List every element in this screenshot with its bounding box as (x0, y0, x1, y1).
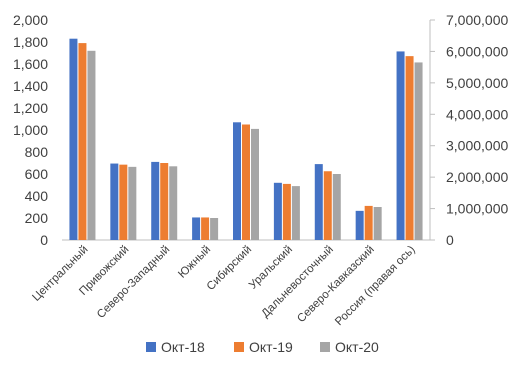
left-axis-tick-label: 1,000 (13, 122, 48, 138)
bar (78, 43, 87, 240)
bar (69, 38, 78, 241)
category-label: Дальневосточный (259, 244, 335, 320)
right-axis-tick-label: 3,000,000 (446, 138, 508, 154)
bar (405, 56, 414, 241)
bars (69, 38, 423, 241)
category-label: Сибирский (205, 244, 254, 293)
bar (169, 166, 178, 240)
right-axis-tick-label: 7,000,000 (446, 12, 508, 28)
left-axis-tick-label: 0 (40, 232, 48, 248)
right-axis-tick-label: 4,000,000 (446, 106, 508, 122)
category-label: Россия (правая ось) (333, 244, 418, 329)
axes: 0 200 400 600 800 1,000 1,200 1,400 1,600 1,800 2,… (13, 12, 509, 248)
right-axis-tick-label: 2,000,000 (446, 169, 508, 185)
bar (119, 164, 128, 240)
bar (110, 163, 119, 240)
bar (128, 166, 137, 240)
right-axis-tick-label: 0 (446, 232, 454, 248)
right-axis-tick-label: 1,000,000 (446, 201, 508, 217)
bar (355, 210, 364, 240)
bar (414, 62, 423, 240)
bar (160, 163, 169, 240)
category-label: Северо-Западный (95, 244, 172, 321)
legend-label: Окт-19 (249, 339, 293, 355)
bar (314, 164, 323, 240)
bar (332, 174, 341, 240)
bar (242, 124, 250, 240)
left-axis-tick-label: 200 (25, 210, 49, 226)
legend-swatch (146, 342, 156, 352)
legend: Окт-18 Окт-19 Окт-20 (146, 339, 379, 355)
bar (210, 218, 219, 240)
bar (282, 183, 291, 240)
left-axis-tick-label: 2,000 (13, 12, 48, 28)
left-axis-tick-label: 1,600 (13, 56, 48, 72)
right-axis-tick-label: 5,000,000 (446, 75, 508, 91)
legend-label: Окт-18 (161, 339, 205, 355)
left-axis-tick-label: 800 (25, 144, 49, 160)
bar (273, 182, 282, 240)
bar (323, 171, 332, 240)
left-axis-tick-label: 600 (25, 166, 49, 182)
left-axis-tick-label: 1,200 (13, 100, 48, 116)
legend-swatch (234, 342, 244, 352)
category-label: Южный (176, 244, 213, 281)
bar (364, 205, 373, 240)
bar (201, 217, 210, 240)
category-label: Северо-Кавказский (295, 244, 376, 325)
legend-label: Окт-20 (335, 339, 379, 355)
bar (251, 128, 259, 240)
bar (192, 217, 201, 240)
left-axis-tick-label: 400 (25, 188, 49, 204)
bar (151, 161, 160, 240)
bar (291, 186, 300, 240)
left-axis-tick-label: 1,400 (13, 78, 48, 94)
bar (373, 207, 382, 240)
legend-swatch (320, 342, 330, 352)
bar (233, 122, 241, 240)
right-axis-tick-label: 6,000,000 (446, 43, 508, 59)
bar (87, 50, 96, 240)
bar (396, 51, 405, 240)
left-axis-tick-label: 1,800 (13, 34, 48, 50)
